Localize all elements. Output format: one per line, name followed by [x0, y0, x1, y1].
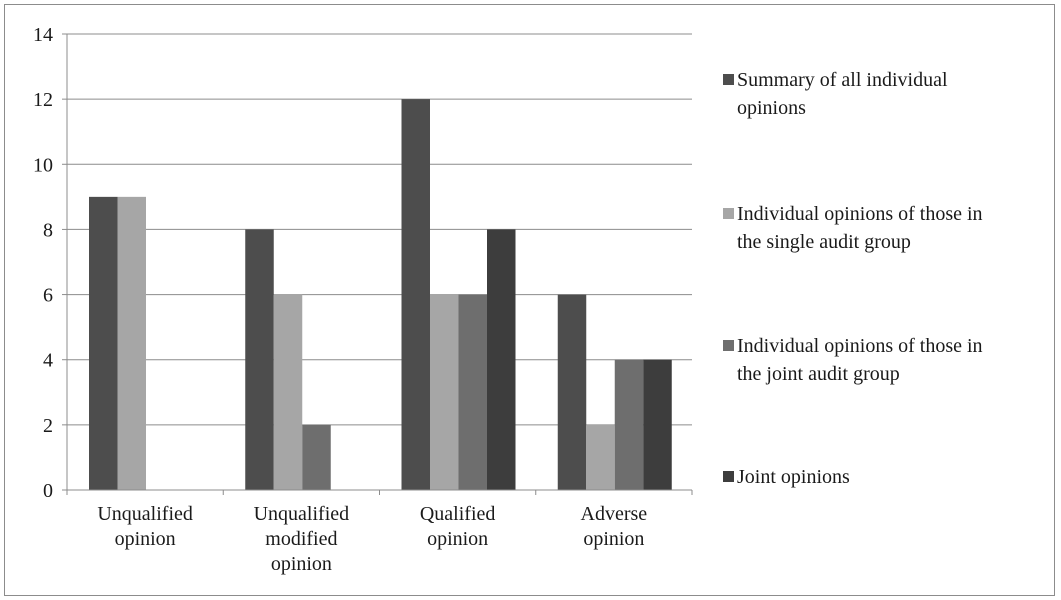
chart-frame: 0 2 4 6 8 10 12 14 Unqualified opinion Unqualifie… — [4, 4, 1055, 596]
bar — [89, 196, 118, 490]
category-label-line: Qualified — [420, 503, 496, 525]
y-tick-label: 14 — [33, 24, 53, 46]
legend-label-line: Individual opinions of those in — [737, 203, 983, 225]
legend-swatch — [723, 471, 734, 482]
category-label: Unqualified opinion — [97, 503, 193, 550]
bar — [401, 99, 430, 491]
bar — [586, 424, 615, 490]
y-tick-labels: 0 2 4 6 8 10 12 14 — [33, 24, 53, 502]
legend-swatch — [723, 208, 734, 219]
legend-label-line: opinions — [737, 97, 806, 119]
bar — [273, 294, 303, 490]
category-labels: Unqualified opinion Unqualified modified opi… — [97, 503, 647, 575]
y-tick-label: 8 — [43, 219, 53, 241]
category-label: Adverse opinion — [581, 503, 648, 550]
legend-entry: Individual opinions of those in the joint… — [737, 335, 983, 385]
legend-label-line: Summary of all individual — [737, 69, 948, 91]
legend-label-line: Individual opinions of those in — [737, 335, 983, 357]
y-tick-label: 2 — [43, 415, 53, 437]
category-label-line: Unqualified — [254, 503, 350, 525]
legend-label-line: the joint audit group — [737, 363, 900, 385]
y-tick-label: 12 — [33, 89, 53, 111]
category-label-line: opinion — [115, 528, 176, 550]
category-label-line: opinion — [583, 528, 644, 550]
bar — [117, 196, 146, 490]
category-label-line: opinion — [427, 528, 488, 550]
legend-label-line: Joint opinions — [737, 466, 850, 488]
bar — [458, 294, 487, 490]
bar — [643, 359, 672, 490]
axes — [62, 33, 693, 495]
bar — [302, 424, 331, 490]
y-tick-label: 6 — [43, 285, 53, 307]
gridlines — [67, 33, 692, 426]
category-label: Qualified opinion — [420, 503, 496, 550]
category-label: Unqualified modified opinion — [254, 503, 350, 575]
category-label-line: Unqualified — [97, 503, 193, 525]
legend-entry: Individual opinions of those in the singl… — [737, 203, 983, 253]
bar — [430, 294, 459, 490]
y-tick-label: 0 — [43, 480, 53, 502]
category-label-line: modified — [265, 528, 337, 550]
bar — [245, 229, 274, 490]
legend-swatch — [723, 340, 734, 351]
category-label-line: opinion — [271, 553, 332, 575]
legend-swatch — [723, 74, 734, 85]
bar — [487, 229, 516, 490]
y-tick-label: 10 — [33, 154, 53, 176]
legend-label-line: the single audit group — [737, 231, 911, 253]
bar — [614, 359, 644, 490]
bars — [89, 99, 672, 491]
legend: Summary of all individual opinions Individ… — [723, 69, 983, 488]
category-label-line: Adverse — [581, 503, 648, 525]
bar — [557, 294, 587, 490]
legend-entry: Joint opinions — [737, 466, 850, 488]
legend-entry: Summary of all individual opinions — [737, 69, 948, 119]
y-tick-label: 4 — [43, 350, 53, 372]
